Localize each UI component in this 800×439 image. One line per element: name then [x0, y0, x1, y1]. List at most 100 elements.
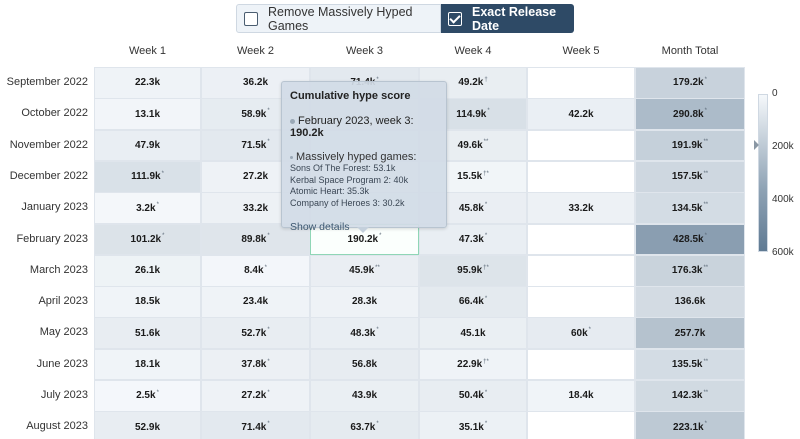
- row-label: March 2023: [29, 263, 88, 276]
- cell-value: 191.9k: [671, 139, 703, 151]
- heatmap-cell[interactable]: 37.8k *: [201, 348, 310, 381]
- heatmap-cell[interactable]: 71.4k*: [201, 411, 310, 439]
- heatmap-cell[interactable]: 48.3k *: [310, 317, 419, 350]
- legend-tick: 600k: [772, 247, 794, 258]
- heatmap-cell[interactable]: 50.4k *: [419, 380, 527, 412]
- column-header: Week 5: [562, 45, 600, 57]
- cell-value: 179.2k: [673, 77, 704, 89]
- heatmap-cell[interactable]: 13.1k: [94, 98, 201, 131]
- heatmap-cell[interactable]: 60k *: [527, 317, 635, 350]
- heatmap-cell[interactable]: 22.3k: [94, 67, 201, 99]
- filter-toggles: Remove Massively Hyped Games Exact Relea…: [236, 4, 574, 33]
- cell-value: 89.8k: [241, 233, 267, 245]
- heatmap-cell[interactable]: 22.9k †*: [419, 348, 527, 381]
- heatmap-cell[interactable]: 23.4k: [201, 286, 310, 318]
- row-label: July 2023: [40, 389, 88, 401]
- month-total-cell[interactable]: 179.2k *: [635, 67, 745, 99]
- heatmap-cell[interactable]: 52.7k *: [201, 317, 310, 350]
- heatmap-cell[interactable]: 52.9k: [94, 411, 201, 439]
- heatmap-cell[interactable]: 8.4k *: [201, 254, 310, 287]
- month-total-cell[interactable]: 191.9k **: [635, 129, 745, 162]
- month-total-cell[interactable]: 157.5k **: [635, 160, 745, 193]
- cell-marker: *: [376, 327, 379, 334]
- tooltip-point-label: February 2023, week 3:: [298, 115, 414, 127]
- heatmap-cell[interactable]: 45.1k: [419, 317, 527, 350]
- cell-marker: *: [704, 421, 707, 428]
- show-details-link[interactable]: Show details: [290, 221, 350, 233]
- heatmap-cell[interactable]: 45.9k **: [310, 254, 419, 287]
- cell-value: 43.9k: [351, 390, 378, 402]
- heatmap-cell[interactable]: 51.6k: [94, 317, 201, 350]
- cell-marker: *: [484, 389, 488, 396]
- heatmap-cell[interactable]: 43.9k: [310, 380, 419, 412]
- heatmap-cell[interactable]: 66.4k *: [419, 286, 527, 318]
- row-label: December 2022: [9, 169, 88, 182]
- heatmap-cell[interactable]: 33.2k: [527, 192, 635, 224]
- heatmap-cell[interactable]: 63.7k *: [310, 411, 419, 439]
- month-total-cell[interactable]: 428.5k *: [635, 223, 745, 256]
- heatmap-cell[interactable]: 101.2k *: [94, 223, 201, 256]
- heatmap-cell[interactable]: [527, 223, 635, 256]
- heatmap-cell[interactable]: 28.3k: [310, 286, 419, 318]
- heatmap-cell[interactable]: [527, 348, 635, 381]
- exact-release-label: Exact Release Date: [472, 4, 557, 33]
- heatmap-cell[interactable]: [527, 160, 635, 193]
- month-total-cell[interactable]: 142.3k **: [635, 380, 745, 412]
- heatmap-cell[interactable]: 3.2k *: [94, 192, 201, 224]
- cell-marker: *: [484, 202, 488, 209]
- heatmap-cell[interactable]: [527, 286, 635, 318]
- cell-value: 22.3k: [134, 77, 161, 89]
- row-label: October 2022: [21, 107, 88, 120]
- cell-value: 33.2k: [568, 202, 594, 214]
- heatmap-cell[interactable]: 26.1k: [94, 254, 201, 287]
- heatmap-cell[interactable]: [527, 254, 635, 287]
- column-header: Week 1: [128, 45, 167, 57]
- exact-release-toggle[interactable]: Exact Release Date: [441, 4, 574, 33]
- cell-value: 13.1k: [134, 108, 161, 120]
- heatmap-cell[interactable]: 27.2k *: [201, 380, 310, 412]
- bullet-icon: [290, 118, 295, 124]
- cell-marker: **: [375, 264, 380, 271]
- cell-marker: *: [379, 233, 382, 240]
- heatmap-cell[interactable]: 95.9k †*: [419, 254, 527, 287]
- remove-hyped-toggle[interactable]: Remove Massively Hyped Games: [236, 4, 441, 33]
- month-total-cell[interactable]: 257.7k: [635, 317, 745, 350]
- month-total-cell[interactable]: 176.3k **: [635, 254, 745, 287]
- heatmap-cell[interactable]: 56.8k: [310, 348, 419, 381]
- legend-tick: 200k: [772, 141, 794, 152]
- cell-value: 18.1k: [134, 359, 161, 371]
- heatmap-cell[interactable]: 47.3k *: [419, 223, 527, 256]
- exact-release-checkbox[interactable]: [448, 11, 462, 26]
- heatmap-cell[interactable]: 18.4k: [527, 380, 635, 412]
- heatmap-cell[interactable]: [527, 67, 635, 99]
- month-total-cell[interactable]: 134.5k **: [635, 192, 745, 224]
- heatmap-cell[interactable]: 35.1k *: [419, 411, 527, 439]
- heatmap-cell[interactable]: 89.8k *: [201, 223, 310, 256]
- heatmap-cell[interactable]: 47.9k: [94, 129, 201, 162]
- month-total-cell[interactable]: 135.5k **: [635, 348, 745, 381]
- cell-marker: *: [704, 108, 707, 115]
- heatmap-cell[interactable]: 18.1k: [94, 348, 201, 381]
- cell-value: 49.2k: [458, 77, 484, 89]
- heatmap-cell[interactable]: [527, 411, 635, 439]
- cell-marker: **: [703, 170, 709, 177]
- heatmap-cell[interactable]: 42.2k: [527, 98, 635, 131]
- month-total-cell[interactable]: 223.1k *: [635, 411, 745, 439]
- month-total-cell[interactable]: 290.8k *: [635, 98, 745, 131]
- cell-marker: **: [703, 264, 709, 271]
- tooltip-games-heading-text: Massively hyped games:: [296, 151, 417, 163]
- month-total-cell[interactable]: 136.6k: [635, 286, 745, 318]
- heatmap-cell[interactable]: 2.5k *: [94, 380, 201, 412]
- cell-marker: *: [264, 264, 267, 271]
- cell-value: 33.2k: [242, 202, 269, 214]
- cell-value: 111.9k: [131, 171, 161, 183]
- heatmap-cell[interactable]: 111.9k *: [94, 160, 201, 193]
- cell-value: 136.6k: [674, 296, 706, 308]
- row-label: February 2023: [16, 232, 88, 245]
- tooltip-game: Company of Heroes 3: 30.2k: [290, 197, 405, 208]
- remove-hyped-label: Remove Massively Hyped Games: [268, 4, 413, 33]
- remove-hyped-checkbox[interactable]: [244, 11, 258, 26]
- tooltip-game: Kerbal Space Program 2: 40k: [290, 174, 409, 185]
- heatmap-cell[interactable]: [527, 129, 635, 162]
- heatmap-cell[interactable]: 18.5k: [94, 286, 201, 318]
